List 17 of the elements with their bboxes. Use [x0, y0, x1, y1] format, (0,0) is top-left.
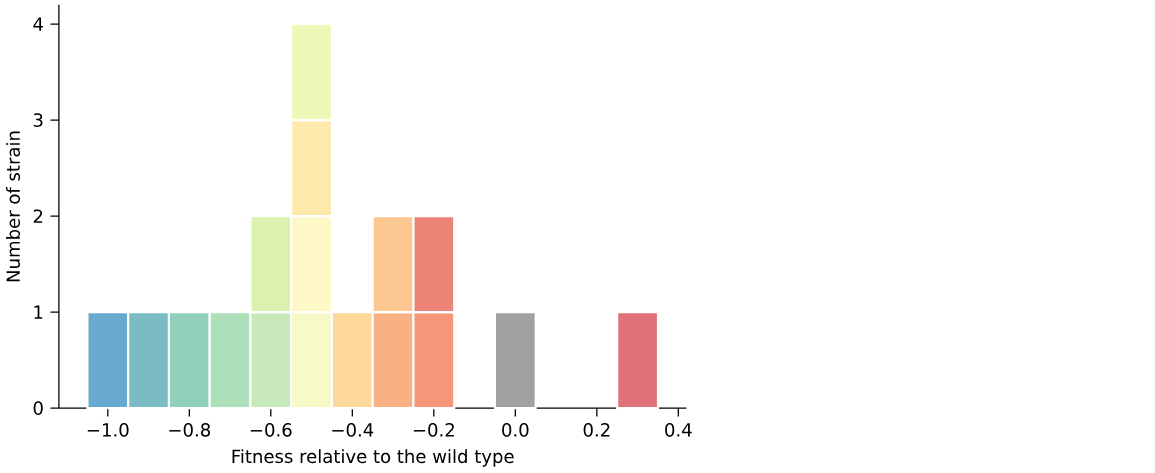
- x-tick-label: −0.4: [332, 423, 374, 437]
- y-tick-label: 1: [34, 305, 43, 319]
- x-tick-label: −0.2: [413, 423, 454, 437]
- y-tick-label: 3: [33, 113, 43, 127]
- x-tick-label: 0.2: [583, 423, 610, 437]
- bar: [493, 311, 537, 410]
- y-tick-label: 2: [33, 209, 43, 223]
- x-tick-label: 0.4: [665, 423, 692, 437]
- x-axis-title: Fitness relative to the wild type: [232, 449, 514, 467]
- y-tick-label: 0: [33, 401, 43, 416]
- x-tick-label: 0.0: [502, 423, 529, 437]
- bar: [616, 311, 660, 410]
- x-tick-label: −0.8: [169, 423, 211, 437]
- y-axis-title: Number of strain: [6, 131, 21, 282]
- y-tick-label: 4: [33, 17, 43, 31]
- x-tick-label: −0.6: [250, 423, 292, 437]
- x-tick-label: −1.0: [87, 423, 129, 437]
